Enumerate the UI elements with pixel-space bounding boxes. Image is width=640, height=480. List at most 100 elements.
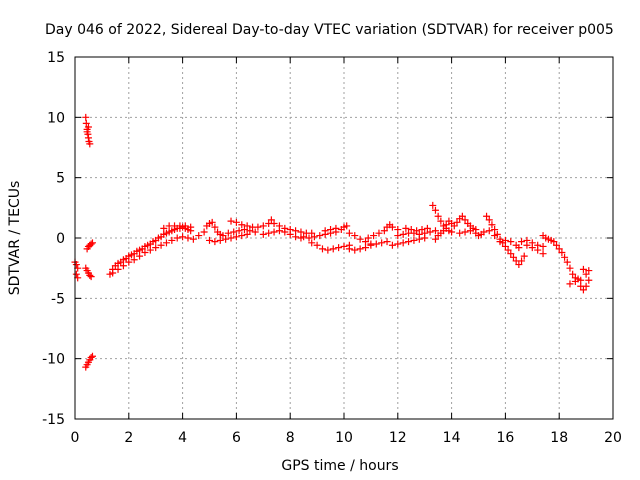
data-point bbox=[292, 227, 300, 235]
y-tick-label: 15 bbox=[47, 50, 65, 66]
data-point bbox=[318, 245, 326, 253]
data-point bbox=[216, 236, 224, 244]
data-point bbox=[442, 221, 450, 229]
data-point bbox=[461, 216, 469, 224]
data-point bbox=[157, 241, 165, 249]
data-point bbox=[388, 241, 396, 249]
data-point bbox=[238, 221, 246, 229]
data-point bbox=[87, 273, 95, 281]
data-point bbox=[275, 222, 283, 230]
data-point bbox=[480, 228, 488, 236]
data-point bbox=[243, 230, 251, 238]
data-point bbox=[518, 257, 526, 265]
data-point bbox=[485, 227, 493, 235]
data-point bbox=[399, 239, 407, 247]
y-tick-label: 10 bbox=[47, 110, 65, 126]
data-point bbox=[491, 226, 499, 234]
data-point bbox=[200, 228, 208, 236]
x-tick-label: 2 bbox=[124, 430, 133, 446]
data-point bbox=[224, 229, 232, 237]
data-point bbox=[141, 248, 149, 256]
x-tick-label: 20 bbox=[604, 430, 622, 446]
data-point bbox=[286, 226, 294, 234]
data-point bbox=[378, 239, 386, 247]
data-point bbox=[579, 286, 587, 294]
data-point bbox=[555, 245, 563, 253]
data-point bbox=[431, 235, 439, 243]
data-point bbox=[227, 234, 235, 242]
data-point bbox=[162, 239, 170, 247]
data-point bbox=[259, 230, 267, 238]
data-point bbox=[179, 233, 187, 241]
data-point bbox=[418, 226, 426, 234]
data-point bbox=[88, 239, 96, 247]
data-point bbox=[539, 250, 547, 258]
data-point bbox=[383, 238, 391, 246]
data-point bbox=[230, 228, 238, 236]
data-point bbox=[251, 228, 259, 236]
data-point bbox=[327, 226, 335, 234]
data-point bbox=[316, 232, 324, 240]
data-point bbox=[313, 241, 321, 249]
data-point bbox=[431, 206, 439, 214]
x-tick-label: 8 bbox=[286, 430, 295, 446]
y-tick-label: -10 bbox=[42, 352, 65, 368]
data-point bbox=[523, 241, 531, 249]
data-point bbox=[501, 242, 509, 250]
data-point bbox=[566, 280, 574, 288]
data-point bbox=[362, 238, 370, 246]
data-point bbox=[211, 238, 219, 246]
data-point bbox=[504, 246, 512, 254]
data-point bbox=[351, 246, 359, 254]
data-point bbox=[507, 238, 515, 246]
data-point bbox=[440, 227, 448, 235]
y-tick-label: -5 bbox=[51, 291, 65, 307]
data-point bbox=[485, 216, 493, 224]
data-point bbox=[515, 244, 523, 252]
data-point bbox=[109, 269, 117, 277]
data-point bbox=[375, 229, 383, 237]
data-point bbox=[88, 352, 96, 360]
x-tick-label: 18 bbox=[550, 430, 568, 446]
data-point bbox=[329, 245, 337, 253]
data-point bbox=[415, 235, 423, 243]
data-point bbox=[281, 224, 289, 232]
data-point bbox=[292, 233, 300, 241]
data-points bbox=[71, 113, 593, 371]
data-point bbox=[566, 264, 574, 272]
data-point bbox=[367, 241, 375, 249]
data-point bbox=[82, 119, 90, 127]
data-point bbox=[87, 353, 95, 361]
data-point bbox=[582, 282, 590, 290]
data-point bbox=[259, 222, 267, 230]
data-point bbox=[119, 262, 127, 270]
data-point bbox=[388, 223, 396, 231]
data-point bbox=[579, 265, 587, 273]
data-point bbox=[356, 235, 364, 243]
data-point bbox=[300, 233, 308, 241]
data-point bbox=[563, 258, 571, 266]
x-tick-label: 14 bbox=[443, 430, 461, 446]
data-point bbox=[84, 123, 92, 131]
axes: 0 2 4 6 8 10 12 14 16 18 20 -15 -10 -5 0 5 10 15 bbox=[42, 50, 622, 446]
x-tick-label: 6 bbox=[232, 430, 241, 446]
data-point bbox=[146, 246, 154, 254]
data-point bbox=[394, 240, 402, 248]
data-point bbox=[82, 113, 90, 121]
data-point bbox=[243, 222, 251, 230]
data-point bbox=[83, 128, 91, 136]
data-point bbox=[539, 242, 547, 250]
x-tick-label: 4 bbox=[178, 430, 187, 446]
data-point bbox=[343, 222, 351, 230]
data-point bbox=[553, 241, 561, 249]
data-point bbox=[189, 235, 197, 243]
data-point bbox=[450, 222, 458, 230]
data-point bbox=[518, 238, 526, 246]
y-tick-label: 0 bbox=[56, 231, 65, 247]
data-point bbox=[426, 228, 434, 236]
data-point bbox=[160, 224, 168, 232]
data-point bbox=[488, 221, 496, 229]
data-point bbox=[407, 226, 415, 234]
data-point bbox=[152, 244, 160, 252]
